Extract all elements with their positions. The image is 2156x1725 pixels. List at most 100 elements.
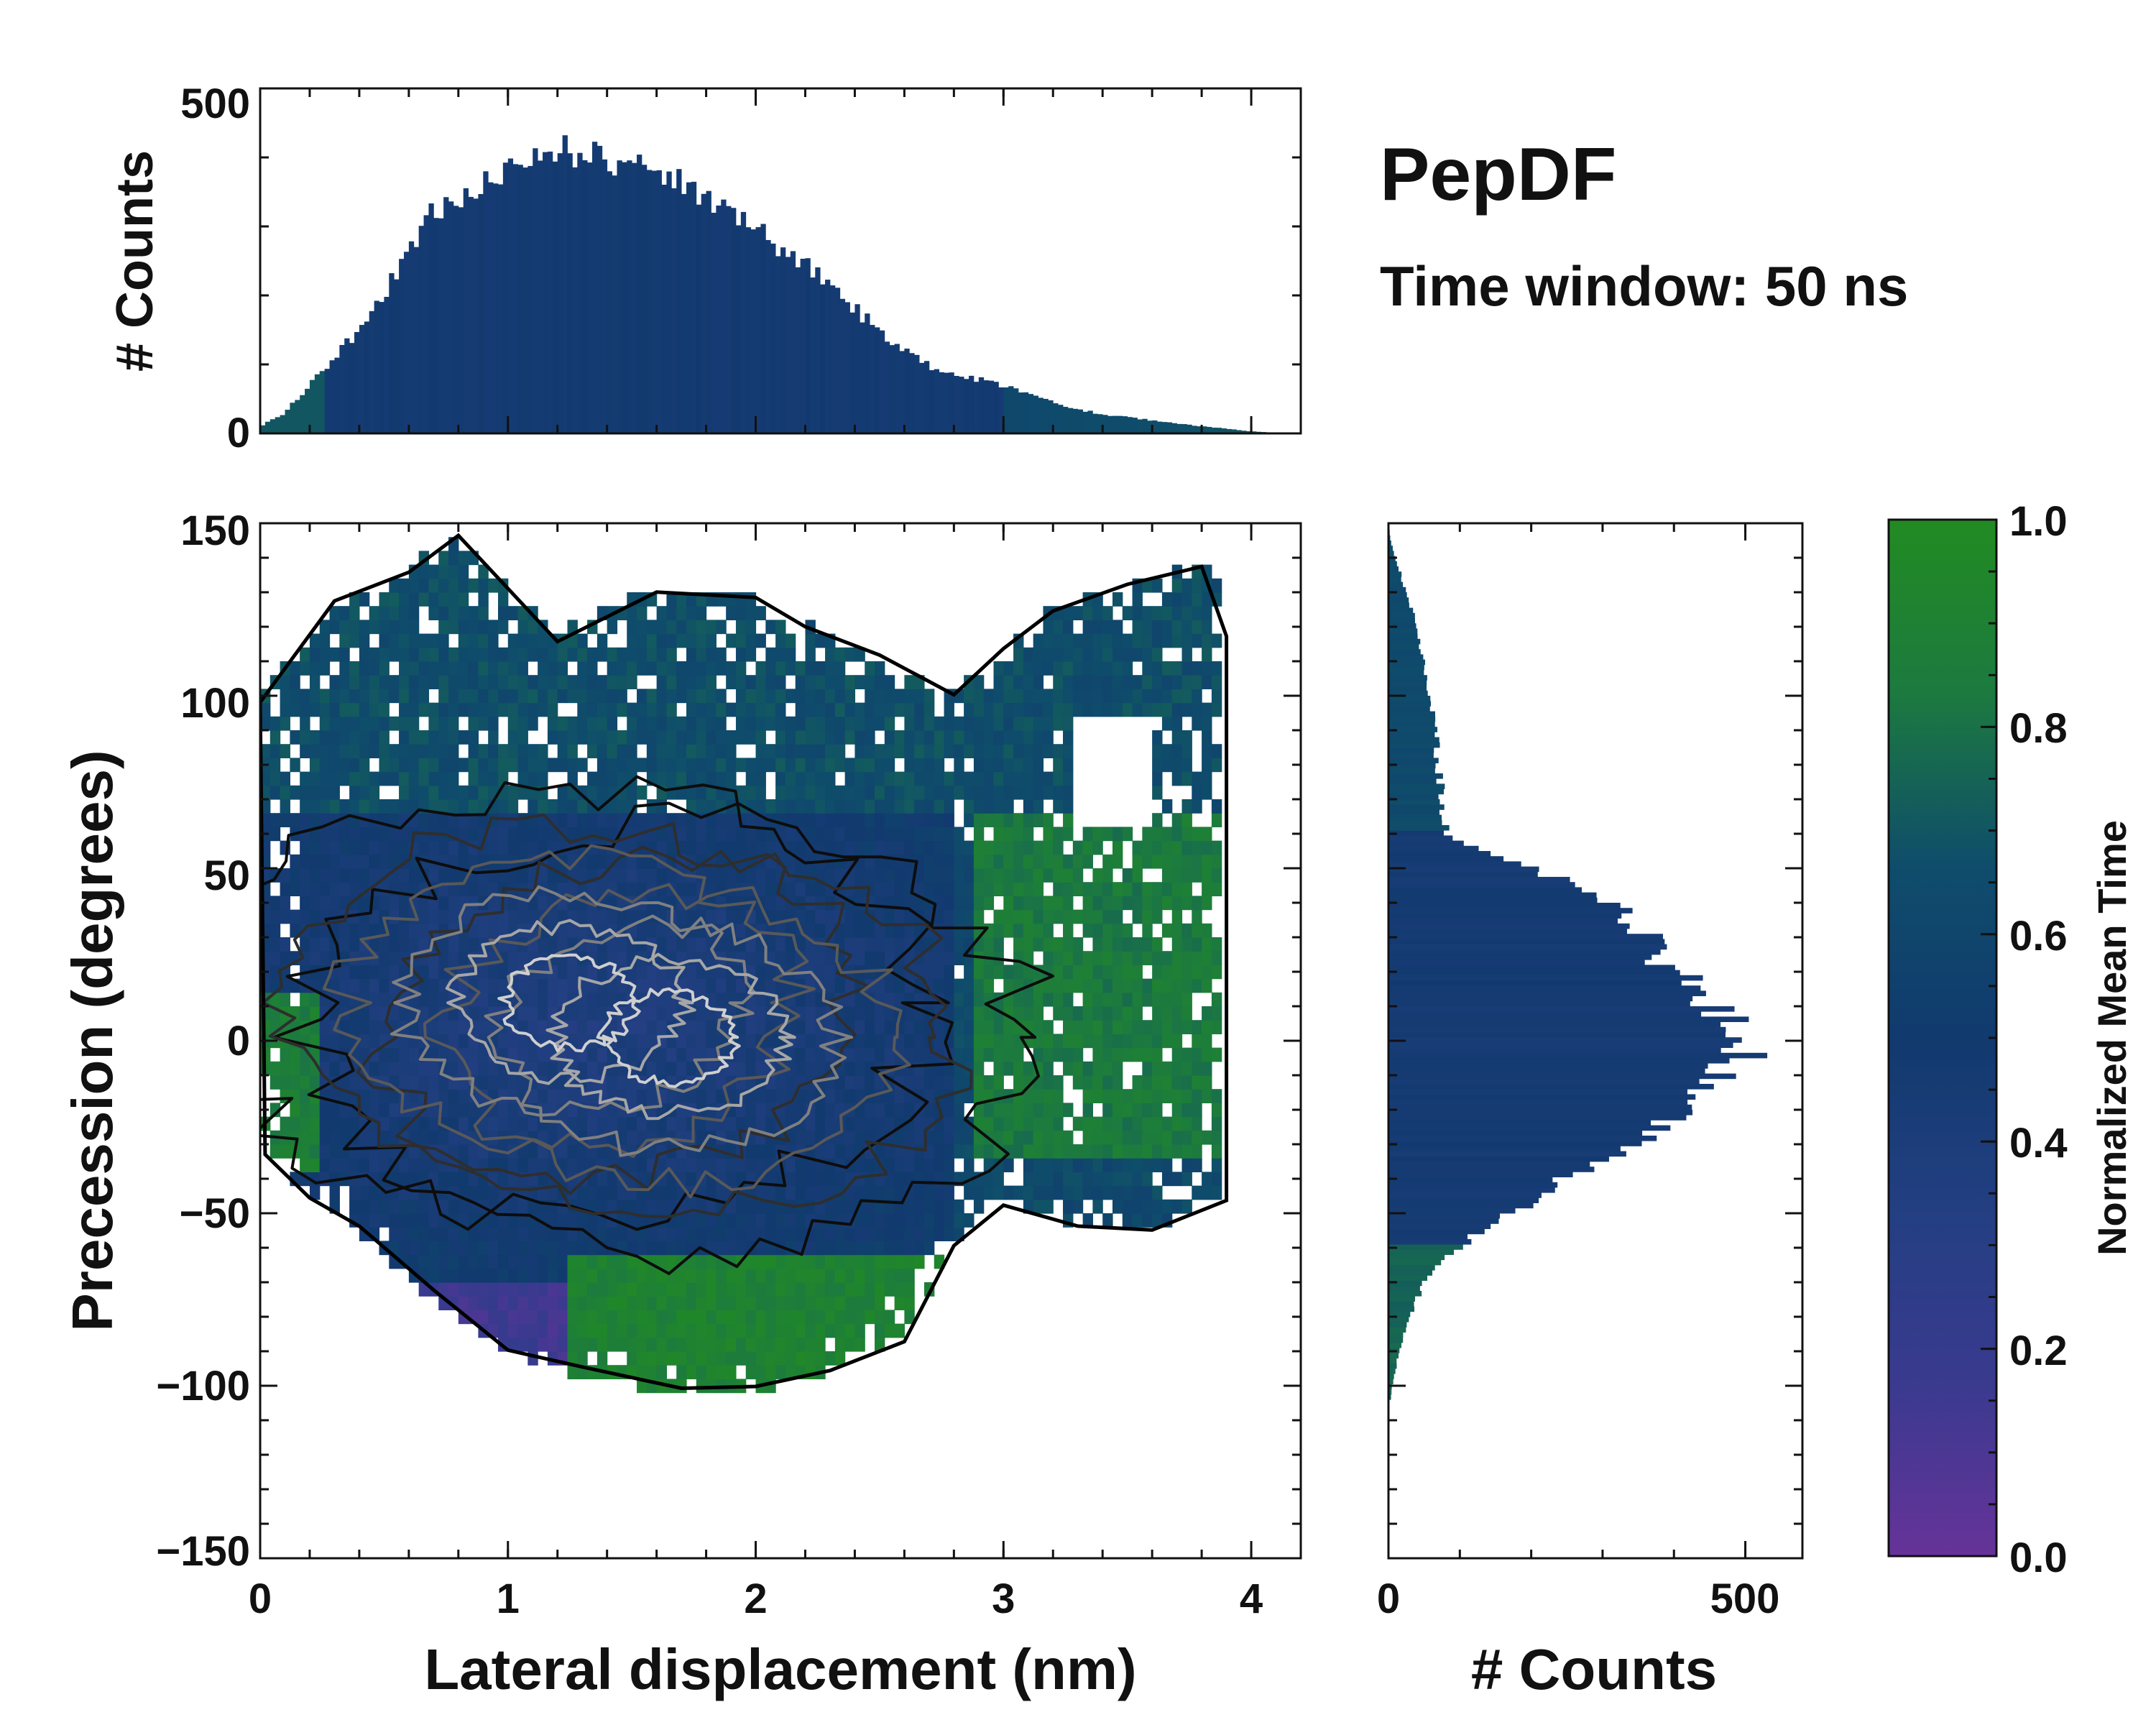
y-marginal-bar bbox=[1388, 1265, 1435, 1271]
heatmap-cell bbox=[497, 813, 509, 827]
heatmap-cell bbox=[745, 702, 757, 717]
heatmap-cell bbox=[399, 606, 410, 620]
heatmap-cell bbox=[1102, 647, 1113, 662]
heatmap-cell bbox=[785, 1075, 796, 1090]
heatmap-cell bbox=[488, 1241, 499, 1256]
heatmap-cell bbox=[567, 1268, 578, 1283]
heatmap-cell bbox=[1023, 965, 1034, 980]
x-marginal-bar bbox=[517, 165, 523, 433]
heatmap-cell bbox=[547, 675, 558, 689]
heatmap-cell bbox=[1063, 702, 1074, 717]
heatmap-cell bbox=[1171, 606, 1183, 620]
heatmap-cell bbox=[538, 1337, 548, 1352]
heatmap-cell bbox=[805, 799, 816, 814]
x-marginal-bar bbox=[443, 197, 449, 433]
heatmap-cell bbox=[448, 771, 459, 786]
heatmap-cell bbox=[706, 716, 717, 731]
heatmap-cell bbox=[1112, 1144, 1123, 1159]
heatmap-cell bbox=[497, 620, 509, 635]
heatmap-cell bbox=[478, 675, 489, 689]
heatmap-cell bbox=[775, 1254, 786, 1269]
heatmap-cell bbox=[1043, 937, 1054, 952]
heatmap-cell bbox=[1053, 1089, 1064, 1103]
heatmap-cell bbox=[666, 675, 677, 689]
y-marginal-bar bbox=[1388, 965, 1675, 970]
heatmap-cell bbox=[339, 1103, 350, 1118]
heatmap-cell bbox=[319, 1034, 331, 1049]
heatmap-cell bbox=[1082, 1103, 1093, 1118]
heatmap-cell bbox=[1202, 978, 1212, 993]
heatmap-cell bbox=[607, 744, 618, 758]
heatmap-cell bbox=[805, 1254, 816, 1269]
heatmap-cell bbox=[627, 868, 637, 883]
x-marginal-ylabel: # Counts bbox=[106, 150, 164, 372]
heatmap-cell bbox=[448, 1034, 459, 1049]
heatmap-cell bbox=[1122, 882, 1133, 896]
heatmap-cell bbox=[617, 771, 627, 786]
x-marginal-bar bbox=[384, 297, 390, 433]
heatmap-cell bbox=[458, 1199, 469, 1214]
heatmap-cell bbox=[309, 1034, 321, 1049]
heatmap-cell bbox=[726, 1337, 737, 1352]
heatmap-cell bbox=[379, 606, 390, 620]
heatmap-cell bbox=[1152, 978, 1163, 993]
heatmap-cell bbox=[656, 1185, 668, 1200]
heatmap-cell bbox=[587, 1310, 598, 1325]
heatmap-cell bbox=[735, 592, 747, 607]
x-marginal-bar bbox=[1197, 426, 1202, 433]
heatmap-cell bbox=[478, 1268, 489, 1283]
heatmap-cell bbox=[923, 716, 935, 731]
heatmap-cell bbox=[309, 882, 321, 896]
heatmap-cell bbox=[1152, 758, 1163, 773]
heatmap-cell bbox=[894, 1254, 905, 1269]
heatmap-cell bbox=[726, 909, 737, 924]
heatmap-cell bbox=[954, 1130, 964, 1145]
heatmap-cell bbox=[488, 923, 499, 938]
heatmap-cell bbox=[914, 785, 925, 800]
heatmap-cell bbox=[607, 758, 618, 773]
heatmap-cell bbox=[795, 1310, 806, 1325]
heatmap-cell bbox=[557, 1199, 568, 1214]
heatmap-cell bbox=[1211, 661, 1222, 676]
heatmap-cell bbox=[349, 785, 360, 800]
heatmap-cell bbox=[1092, 661, 1103, 676]
heatmap-cell bbox=[557, 923, 568, 938]
heatmap-cell bbox=[834, 785, 846, 800]
heatmap-cell bbox=[468, 1006, 479, 1021]
heatmap-cell bbox=[329, 771, 340, 786]
heatmap-cell bbox=[1161, 854, 1173, 869]
y-marginal-bar bbox=[1388, 1317, 1409, 1322]
heatmap-cell bbox=[973, 896, 985, 911]
heatmap-cell bbox=[497, 978, 509, 993]
heatmap-cell bbox=[448, 854, 459, 869]
heatmap-cell bbox=[795, 992, 806, 1007]
heatmap-cell bbox=[954, 785, 964, 800]
heatmap-cell bbox=[1063, 1020, 1074, 1034]
heatmap-cell bbox=[1142, 661, 1153, 676]
heatmap-cell bbox=[428, 909, 439, 924]
heatmap-cell bbox=[408, 1185, 420, 1200]
heatmap-cell bbox=[418, 564, 430, 579]
heatmap-cell bbox=[557, 1144, 568, 1159]
heatmap-cell bbox=[418, 1227, 430, 1241]
heatmap-cell bbox=[1211, 1144, 1222, 1159]
heatmap-cell bbox=[1181, 1075, 1192, 1090]
heatmap-cell bbox=[1192, 840, 1202, 855]
heatmap-cell bbox=[726, 744, 737, 758]
heatmap-cell bbox=[1112, 1089, 1123, 1103]
heatmap-cell bbox=[339, 827, 350, 842]
heatmap-cell bbox=[637, 758, 648, 773]
heatmap-cell bbox=[726, 1061, 737, 1076]
y-marginal-bar bbox=[1388, 1000, 1690, 1007]
x-marginal-bar bbox=[775, 256, 781, 433]
heatmap-cell bbox=[993, 1020, 1004, 1034]
heatmap-cell bbox=[1202, 1185, 1212, 1200]
heatmap-cell bbox=[1132, 1213, 1143, 1228]
heatmap-cell bbox=[1033, 882, 1044, 896]
heatmap-cell bbox=[726, 840, 737, 855]
heatmap-cell bbox=[646, 923, 658, 938]
x-marginal-bar bbox=[1082, 411, 1088, 433]
heatmap-cell bbox=[1102, 965, 1113, 980]
heatmap-cell bbox=[329, 620, 340, 635]
heatmap-cell bbox=[270, 896, 281, 911]
